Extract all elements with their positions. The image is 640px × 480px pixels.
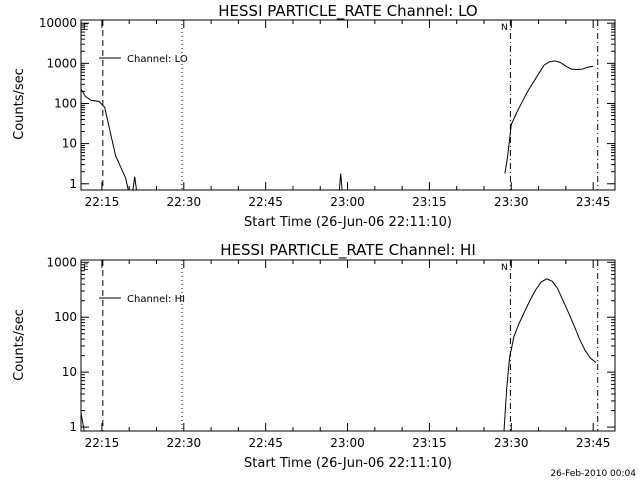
- marker-n-hi: N: [501, 263, 508, 273]
- x-tick-label: 23:15: [412, 195, 447, 209]
- x-tick-label: 23:00: [330, 436, 365, 450]
- series-line-lo: [338, 173, 343, 191]
- y-tick-label: 100: [54, 310, 77, 324]
- marker-n-lo: N: [501, 23, 508, 33]
- series-line-lo: [80, 88, 129, 191]
- y-tick-label: 1000: [46, 56, 77, 70]
- marker-e-lo: E: [83, 23, 89, 33]
- x-axis-label-lo: Start Time (26-Jun-06 22:11:10): [244, 215, 452, 230]
- x-tick-label: 23:00: [330, 195, 365, 209]
- x-tick-label: 22:45: [248, 195, 283, 209]
- y-axis-label-hi: Counts/sec: [12, 309, 27, 381]
- ticks-lo: 22:15 22:30 22:45 23:00 23:15 23:30 23:45 1 10 10…: [39, 16, 615, 209]
- x-tick-label: 23:15: [412, 436, 447, 450]
- x-tick-label: 23:30: [494, 195, 529, 209]
- x-tick-label: 22:15: [85, 195, 120, 209]
- panel-hi: HESSI PARTICLE_RATE Channel: HI Counts/s…: [12, 241, 616, 471]
- series-line-hi: [80, 413, 85, 432]
- y-tick-label: 10: [62, 365, 77, 379]
- footer-timestamp: 26-Feb-2010 00:04: [550, 469, 636, 479]
- legend-label-lo: Channel: LO: [127, 54, 188, 65]
- x-tick-label: 22:45: [248, 436, 283, 450]
- plot-frame-hi: [80, 259, 616, 432]
- x-tick-label: 23:45: [576, 195, 611, 209]
- y-tick-label: 100: [54, 96, 77, 110]
- chart-title-lo: HESSI PARTICLE_RATE Channel: LO: [218, 2, 477, 21]
- series-line-lo: [132, 176, 137, 191]
- series-hi: [80, 278, 597, 432]
- vlines-lo: [102, 20, 599, 190]
- x-axis-label-hi: Start Time (26-Jun-06 22:11:10): [244, 456, 452, 471]
- y-tick-label: 10: [62, 137, 77, 151]
- y-tick-label: 1: [69, 177, 77, 191]
- y-tick-label: 1: [69, 420, 77, 434]
- legend-label-hi: Channel: HI: [127, 294, 185, 305]
- ticks-hi: 22:15 22:30 22:45 23:00 23:15 23:30 23:45 1 10 10…: [46, 255, 615, 450]
- plot-frame-lo: [80, 19, 616, 191]
- x-tick-label: 23:45: [576, 436, 611, 450]
- y-tick-label: 1000: [46, 255, 77, 269]
- chart-title-hi: HESSI PARTICLE_RATE Channel: HI: [220, 241, 476, 260]
- series-lo: [80, 60, 594, 191]
- series-line-lo: [504, 60, 594, 174]
- x-tick-label: 22:30: [167, 436, 202, 450]
- marker-e-hi: E: [83, 263, 89, 273]
- y-axis-label-lo: Counts/sec: [12, 68, 27, 140]
- series-line-hi: [503, 278, 597, 432]
- x-tick-label: 22:30: [167, 195, 202, 209]
- x-tick-label: 23:30: [494, 436, 529, 450]
- x-tick-label: 22:15: [85, 436, 120, 450]
- vlines-hi: [102, 260, 599, 431]
- y-tick-label: 10000: [39, 16, 77, 30]
- panel-lo: HESSI PARTICLE_RATE Channel: LO Counts/s…: [12, 2, 616, 230]
